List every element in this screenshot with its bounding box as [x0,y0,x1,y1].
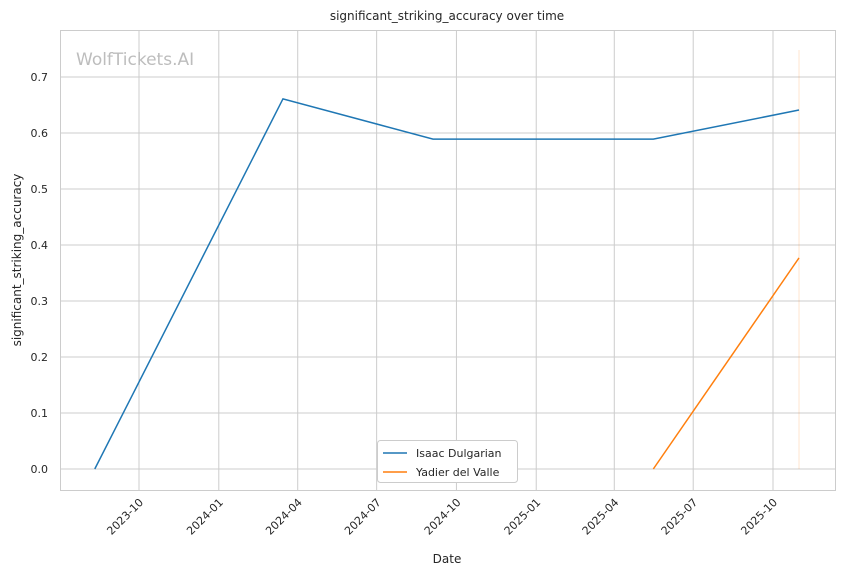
legend-label: Yadier del Valle [415,466,500,479]
watermark: WolfTickets.AI [76,50,194,70]
series-line-yadier-del-valle [652,257,800,470]
x-axis-label: Date [433,552,462,566]
y-tick-label: 0.1 [31,407,49,420]
y-tick-label: 0.6 [31,127,49,140]
y-tick-label: 0.7 [31,71,49,84]
x-tick-label: 2025-07 [659,496,701,538]
x-tick-label: 2025-01 [502,496,544,538]
x-tick-label: 2024-01 [184,496,226,538]
legend-label: Isaac Dulgarian [416,447,502,460]
x-tick-label: 2025-04 [580,496,622,538]
x-tick-label: 2025-10 [738,496,780,538]
plot-frame [60,30,836,491]
y-axis-label: significant_striking_accuracy [10,174,24,347]
y-tick-label: 0.2 [31,351,49,364]
x-tick-label: 2024-10 [422,496,464,538]
series-line-isaac-dulgarian [94,97,800,470]
x-tick-label: 2023-10 [104,496,146,538]
y-tick-label: 0.0 [31,463,49,476]
chart-title: significant_striking_accuracy over time [330,9,564,23]
x-tick-label: 2024-07 [342,496,384,538]
y-tick-label: 0.3 [31,295,49,308]
legend: Isaac Dulgarian Yadier del Valle [377,440,518,483]
y-tick-label: 0.5 [31,183,49,196]
y-tick-label: 0.4 [31,239,49,252]
legend-box [377,440,518,483]
x-tick-label: 2024-04 [263,496,305,538]
